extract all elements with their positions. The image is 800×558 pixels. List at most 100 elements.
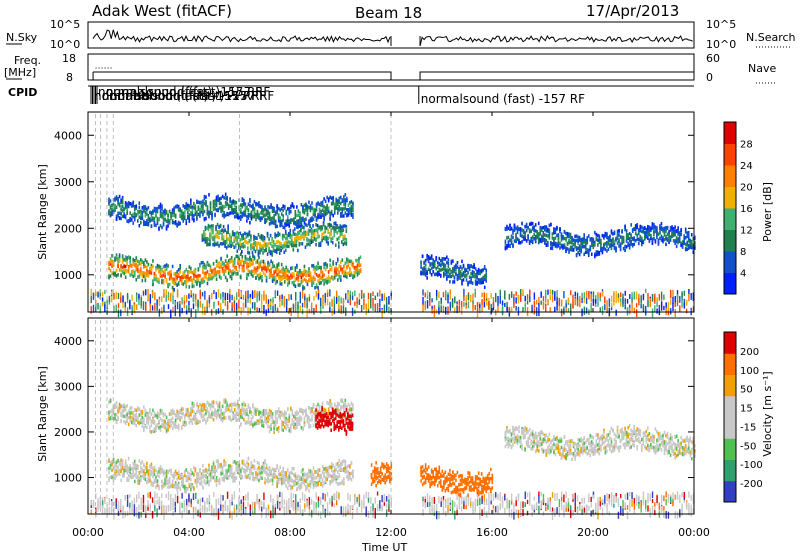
power-band-cell	[207, 277, 209, 281]
power-band-cell	[457, 277, 459, 281]
power-noise-cell	[138, 294, 139, 299]
power-band-cell	[448, 269, 450, 273]
power-band-cell	[110, 269, 112, 273]
velocity-noise-cell	[313, 501, 314, 505]
power-band-cell	[208, 277, 210, 281]
velocity-noise-cell	[434, 497, 435, 504]
power-band-cell	[134, 259, 136, 263]
power-band-cell	[166, 227, 168, 231]
power-band-cell	[335, 202, 337, 206]
power-band-cell	[237, 272, 239, 276]
power-band-cell	[308, 238, 310, 242]
power-band-cell	[335, 243, 337, 247]
power-band-cell	[443, 267, 445, 271]
power-band-cell	[294, 240, 296, 244]
velocity-noise-cell	[538, 506, 539, 515]
power-band-cell	[686, 231, 688, 235]
power-band-cell	[341, 232, 343, 236]
power-band-cell	[481, 278, 483, 282]
velocity-noise-cell	[445, 501, 446, 508]
power-noise-cell	[584, 292, 585, 298]
power-band-cell	[320, 210, 322, 214]
power-noise-cell	[422, 289, 423, 295]
power-noise-cell	[665, 302, 666, 307]
velocity-noise-cell	[325, 494, 326, 502]
power-noise-cell	[320, 307, 321, 314]
power-band-cell	[636, 237, 638, 241]
power-band-cell	[276, 268, 278, 272]
power-band-cell	[125, 214, 127, 218]
power-noise-cell	[286, 307, 287, 312]
power-band-cell	[556, 226, 558, 230]
power-band-cell	[532, 226, 534, 230]
power-band-cell	[482, 280, 484, 284]
power-band-cell	[263, 214, 265, 218]
power-band-cell	[633, 236, 635, 240]
power-noise-cell	[163, 305, 164, 312]
power-noise-cell	[184, 304, 185, 309]
velocity-noise-cell	[302, 509, 303, 513]
power-band-cell	[319, 274, 321, 278]
power-band-cell	[158, 265, 160, 269]
power-noise-cell	[172, 296, 173, 305]
power-band-cell	[295, 277, 297, 281]
power-band-cell	[326, 280, 328, 284]
power-band-cell	[518, 227, 520, 231]
power-band-cell	[279, 251, 281, 255]
power-band-cell	[440, 268, 442, 272]
power-band-cell	[329, 263, 331, 267]
power-band-cell	[549, 224, 551, 228]
power-noise-cell	[504, 291, 505, 299]
power-noise-cell	[488, 302, 489, 310]
power-noise-cell	[550, 295, 551, 300]
power-noise-cell	[191, 308, 192, 317]
power-noise-cell	[188, 301, 189, 305]
power-band-cell	[320, 215, 322, 219]
power-band-cell	[322, 274, 324, 278]
nsky-right-tick-top: 10^5	[706, 18, 736, 31]
power-noise-cell	[554, 291, 555, 299]
velocity-noise-cell	[479, 511, 480, 520]
power-noise-cell	[200, 301, 201, 308]
velocity-noise-cell	[175, 494, 176, 502]
velocity-noise-cell	[304, 503, 305, 508]
power-band-cell	[357, 261, 359, 265]
power-noise-cell	[547, 299, 548, 304]
power-band-cell	[252, 206, 254, 210]
power-band-cell	[226, 198, 228, 202]
power-noise-cell	[454, 296, 455, 303]
power-noise-cell	[150, 304, 151, 312]
power-band-cell	[337, 268, 339, 272]
velocity-noise-cell	[522, 509, 523, 516]
power-band-cell	[151, 266, 153, 270]
power-band-cell	[123, 269, 125, 273]
power-noise-cell	[465, 295, 466, 303]
power-band-cell	[278, 262, 280, 266]
power-band-cell	[132, 275, 134, 279]
power-band-cell	[157, 210, 159, 214]
power-band-cell	[555, 242, 557, 246]
power-noise-cell	[568, 297, 569, 303]
power-band-cell	[337, 207, 339, 211]
power-band-cell	[552, 232, 554, 236]
power-band-cell	[313, 267, 315, 271]
velocity-noise-cell	[206, 498, 207, 503]
power-band-cell	[220, 197, 222, 201]
velocity-noise-cell	[266, 512, 267, 518]
velocity-noise-cell	[334, 494, 335, 500]
power-band-cell	[568, 239, 570, 243]
power-noise-cell	[388, 296, 389, 305]
velocity-noise-cell	[188, 502, 189, 506]
power-noise-cell	[600, 293, 601, 298]
velocity-noise-cell	[486, 498, 487, 505]
power-band-cell	[338, 241, 340, 245]
power-band-cell	[287, 283, 289, 287]
power-band-cell	[355, 259, 357, 263]
power-band-cell	[248, 213, 250, 217]
power-band-cell	[573, 243, 575, 247]
power-band-cell	[119, 268, 121, 272]
power-noise-cell	[370, 300, 371, 309]
power-band-cell	[337, 278, 339, 282]
power-band-cell	[485, 275, 487, 279]
power-band-cell	[232, 272, 234, 276]
